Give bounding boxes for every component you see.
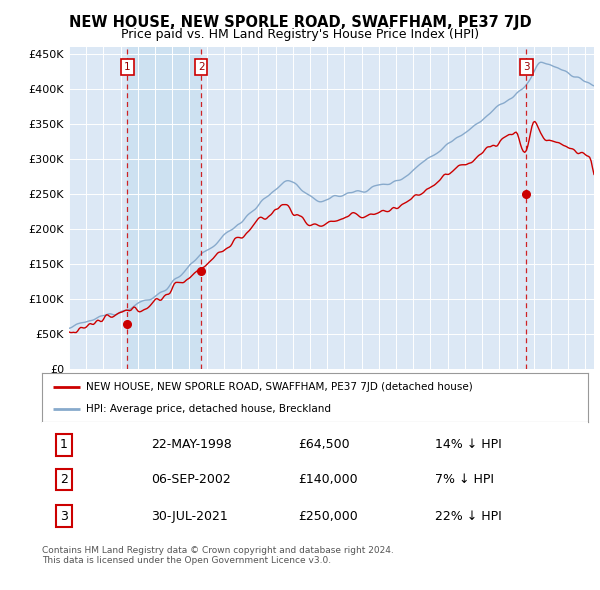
Text: NEW HOUSE, NEW SPORLE ROAD, SWAFFHAM, PE37 7JD (detached house): NEW HOUSE, NEW SPORLE ROAD, SWAFFHAM, PE… (86, 382, 472, 392)
Text: 2: 2 (60, 473, 68, 486)
Text: 22% ↓ HPI: 22% ↓ HPI (435, 510, 502, 523)
Text: 3: 3 (60, 510, 68, 523)
Text: HPI: Average price, detached house, Breckland: HPI: Average price, detached house, Brec… (86, 404, 331, 414)
Text: 1: 1 (60, 438, 68, 451)
Text: 30-JUL-2021: 30-JUL-2021 (151, 510, 228, 523)
Text: 3: 3 (523, 62, 530, 72)
Text: 14% ↓ HPI: 14% ↓ HPI (435, 438, 502, 451)
Text: £140,000: £140,000 (299, 473, 358, 486)
Text: 1: 1 (124, 62, 131, 72)
Text: 06-SEP-2002: 06-SEP-2002 (151, 473, 231, 486)
Text: £64,500: £64,500 (299, 438, 350, 451)
Text: 2: 2 (198, 62, 205, 72)
Text: NEW HOUSE, NEW SPORLE ROAD, SWAFFHAM, PE37 7JD: NEW HOUSE, NEW SPORLE ROAD, SWAFFHAM, PE… (68, 15, 532, 30)
Text: Price paid vs. HM Land Registry's House Price Index (HPI): Price paid vs. HM Land Registry's House … (121, 28, 479, 41)
Text: 7% ↓ HPI: 7% ↓ HPI (435, 473, 494, 486)
Text: Contains HM Land Registry data © Crown copyright and database right 2024.
This d: Contains HM Land Registry data © Crown c… (42, 546, 394, 565)
Text: 22-MAY-1998: 22-MAY-1998 (151, 438, 232, 451)
Bar (127, 47, 201, 369)
Text: £250,000: £250,000 (299, 510, 358, 523)
